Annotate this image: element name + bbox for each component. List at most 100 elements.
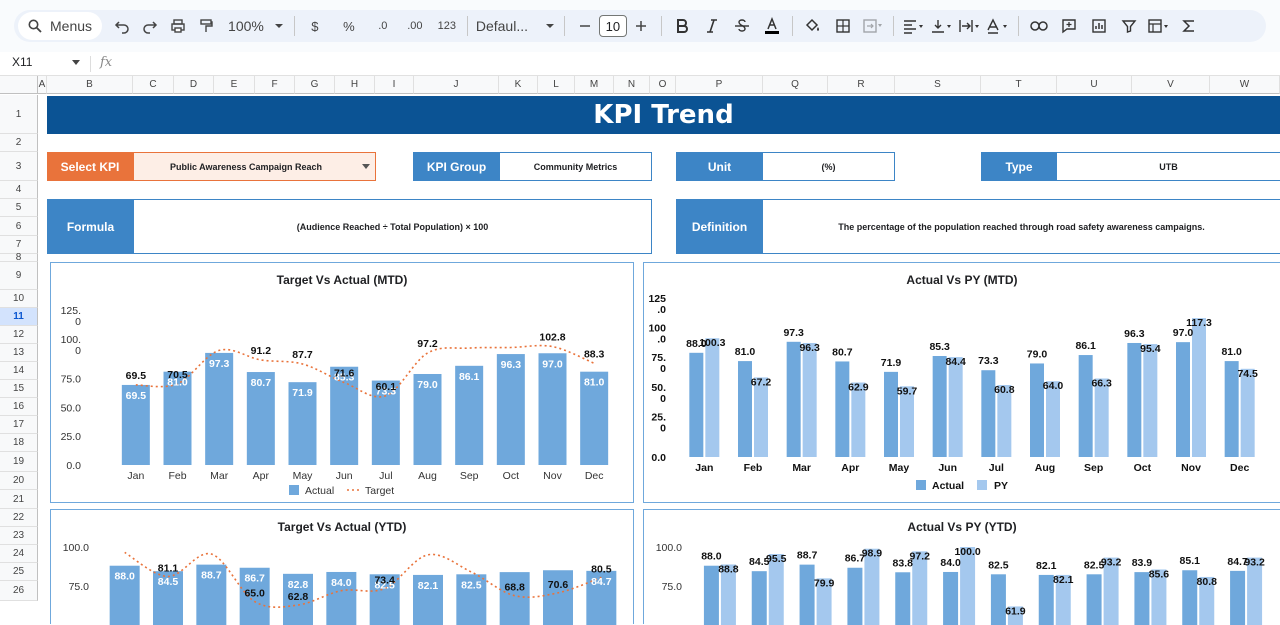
row-header-18[interactable]: 18 <box>0 434 38 452</box>
row-header-2[interactable]: 2 <box>0 134 38 152</box>
insert-link-icon[interactable] <box>1027 14 1051 38</box>
column-header-I[interactable]: I <box>375 76 414 94</box>
kpi-select-dropdown[interactable]: Public Awareness Campaign Reach <box>133 152 376 181</box>
y-tick-label: 100.0 <box>656 542 682 554</box>
row-header-5[interactable]: 5 <box>0 199 38 217</box>
dropdown-caret-icon[interactable] <box>362 164 370 169</box>
undo-icon[interactable] <box>110 14 134 38</box>
x-tick-label: Jan <box>695 462 713 474</box>
row-header-19[interactable]: 19 <box>0 452 38 472</box>
actual-data-label: 79.0 <box>417 379 438 391</box>
column-header-W[interactable]: W <box>1210 76 1280 94</box>
row-header-10[interactable]: 10 <box>0 290 38 308</box>
functions-icon[interactable] <box>1177 14 1201 38</box>
currency-format-button[interactable]: $ <box>311 18 319 34</box>
font-size-input[interactable]: 10 <box>598 15 627 37</box>
column-header-G[interactable]: G <box>295 76 335 94</box>
name-box[interactable]: X11 <box>12 55 33 69</box>
row-header-20[interactable]: 20 <box>0 472 38 490</box>
font-size-decrease-button[interactable] <box>573 14 597 38</box>
column-header-T[interactable]: T <box>981 76 1057 94</box>
number-format-button[interactable]: 123 <box>437 20 457 32</box>
column-header-E[interactable]: E <box>214 76 255 94</box>
chart-actual-vs-py-ytd[interactable]: Actual Vs PY (YTD) 100.0 75.0 88.0 88.8 84.5… <box>643 509 1280 625</box>
row-header-17[interactable]: 17 <box>0 416 38 434</box>
chevron-down-icon[interactable] <box>72 60 80 66</box>
text-wrap-icon[interactable] <box>958 14 982 38</box>
row-header-24[interactable]: 24 <box>0 545 38 563</box>
column-header-K[interactable]: K <box>499 76 538 94</box>
column-header-P[interactable]: P <box>676 76 763 94</box>
row-header-26[interactable]: 26 <box>0 581 38 601</box>
row-header-23[interactable]: 23 <box>0 527 38 545</box>
fill-color-icon[interactable] <box>801 14 825 38</box>
redo-icon[interactable] <box>138 14 162 38</box>
column-header-A[interactable]: A <box>38 76 47 94</box>
row-header-7[interactable]: 7 <box>0 236 38 254</box>
row-header-3[interactable]: 3 <box>0 152 38 181</box>
print-icon[interactable] <box>166 14 190 38</box>
font-size-increase-button[interactable] <box>629 14 653 38</box>
zoom-select[interactable]: 100% <box>228 14 286 38</box>
row-header-6[interactable]: 6 <box>0 217 38 236</box>
strikethrough-icon[interactable] <box>730 14 754 38</box>
borders-icon[interactable] <box>831 14 855 38</box>
column-header-J[interactable]: J <box>414 76 499 94</box>
chart-target-vs-actual-ytd[interactable]: Target Vs Actual (YTD) 100.0 75.0 88.0 84.5… <box>50 509 634 625</box>
increase-decimal-button[interactable]: .00 <box>403 14 427 38</box>
menus-search-button[interactable]: Menus <box>18 12 103 40</box>
insert-comment-icon[interactable] <box>1057 14 1081 38</box>
italic-icon[interactable] <box>700 14 724 38</box>
py-bar <box>912 551 928 625</box>
column-header-C[interactable]: C <box>133 76 174 94</box>
row-header-21[interactable]: 21 <box>0 490 38 509</box>
row-header-12[interactable]: 12 <box>0 326 38 344</box>
row-header-13[interactable]: 13 <box>0 344 38 362</box>
chart-actual-vs-py-mtd[interactable]: Actual Vs PY (MTD) 0.0 25. 0 50. 0 75. 0 100.0 1… <box>643 262 1280 503</box>
select-all-corner[interactable] <box>0 76 38 94</box>
insert-chart-icon[interactable] <box>1087 14 1111 38</box>
row-header-22[interactable]: 22 <box>0 509 38 527</box>
horizontal-align-icon[interactable] <box>902 14 926 38</box>
row-header-8[interactable]: 8 <box>0 253 38 263</box>
column-header-B[interactable]: B <box>47 76 133 94</box>
actual-bar <box>895 572 911 625</box>
paint-format-icon[interactable] <box>194 14 218 38</box>
column-header-D[interactable]: D <box>174 76 214 94</box>
text-color-icon[interactable] <box>760 14 784 38</box>
column-header-V[interactable]: V <box>1132 76 1210 94</box>
row-header-9[interactable]: 9 <box>0 262 38 290</box>
bold-icon[interactable] <box>670 14 694 38</box>
decrease-decimal-button[interactable]: .0 <box>371 14 395 38</box>
column-header-S[interactable]: S <box>895 76 981 94</box>
column-header-M[interactable]: M <box>575 76 614 94</box>
row-header-16[interactable]: 16 <box>0 398 38 416</box>
row-header-4[interactable]: 4 <box>0 181 38 199</box>
vertical-align-icon[interactable] <box>930 14 954 38</box>
column-header-R[interactable]: R <box>828 76 895 94</box>
merge-cells-icon[interactable] <box>861 14 885 38</box>
chart-target-vs-actual-mtd[interactable]: Target Vs Actual (MTD) 0.0 25.0 50.0 75.0 10… <box>50 262 634 503</box>
kpi-group-value: Community Metrics <box>499 152 652 181</box>
py-bar <box>1199 576 1215 625</box>
row-header-11[interactable]: 11 <box>0 308 38 326</box>
actual-bar <box>288 382 317 465</box>
py-data-label: 62.9 <box>848 382 869 394</box>
row-header-1[interactable]: 1 <box>0 95 38 134</box>
row-header-25[interactable]: 25 <box>0 563 38 581</box>
filter-icon[interactable] <box>1117 14 1141 38</box>
column-header-Q[interactable]: Q <box>763 76 828 94</box>
filter-views-icon[interactable] <box>1147 14 1171 38</box>
percent-format-button[interactable]: % <box>343 18 355 34</box>
actual-data-label: 85.3 <box>334 372 355 384</box>
column-header-L[interactable]: L <box>538 76 575 94</box>
row-header-15[interactable]: 15 <box>0 380 38 398</box>
column-header-U[interactable]: U <box>1057 76 1132 94</box>
column-header-O[interactable]: O <box>650 76 676 94</box>
column-header-F[interactable]: F <box>255 76 295 94</box>
font-family-select[interactable]: Defaul... <box>476 14 556 38</box>
column-header-H[interactable]: H <box>335 76 375 94</box>
column-header-N[interactable]: N <box>614 76 650 94</box>
row-header-14[interactable]: 14 <box>0 362 38 380</box>
text-rotation-icon[interactable] <box>986 14 1010 38</box>
